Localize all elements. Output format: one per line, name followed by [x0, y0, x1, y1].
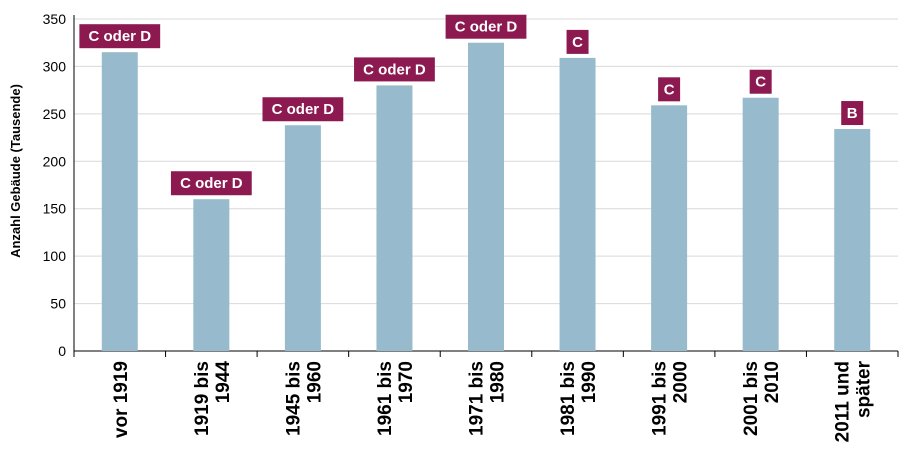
bar — [834, 129, 871, 351]
badge — [841, 101, 864, 126]
x-tick-label-line: 1960 — [304, 361, 325, 403]
badge-label: C oder D — [180, 175, 243, 192]
y-tick-label: 350 — [43, 11, 67, 27]
bar — [651, 105, 688, 351]
badge-label: C — [755, 74, 766, 91]
badge — [566, 29, 589, 54]
x-tick-label-line: 1961 bis — [375, 361, 396, 436]
x-tick-label: 2011 undspäter — [833, 360, 875, 442]
x-tick-label-line: 1919 bis — [192, 361, 213, 436]
y-tick-label: 50 — [50, 296, 66, 312]
y-tick-label: 300 — [43, 58, 67, 74]
bar — [742, 97, 779, 351]
badge-label: B — [847, 105, 858, 122]
x-tick-label-line: 1970 — [396, 361, 417, 403]
x-tick-label: 1991 bis2000 — [650, 361, 692, 436]
y-tick-label: 0 — [58, 343, 66, 359]
badge-label: C oder D — [272, 101, 335, 118]
badge-label: C oder D — [363, 61, 426, 78]
badge — [749, 69, 772, 94]
y-tick-label: 200 — [43, 153, 67, 169]
bar — [284, 125, 321, 352]
x-tick-label-line: 1981 bis — [558, 361, 579, 436]
bar — [468, 42, 504, 351]
badge — [658, 77, 681, 102]
x-tick-label-line: 2001 bis — [741, 361, 762, 436]
badge-label: C oder D — [455, 19, 518, 36]
x-tick-label-line: 1991 bis — [650, 361, 671, 436]
x-tick-label-line: 2000 — [671, 361, 692, 403]
x-tick-label-line: vor 1919 — [111, 361, 132, 438]
y-tick-label: 150 — [43, 201, 67, 217]
y-tick-label: 250 — [43, 106, 67, 122]
x-tick-label: 1945 bis1960 — [283, 361, 325, 436]
x-tick-label: 1981 bis1990 — [558, 361, 600, 436]
bar — [559, 57, 596, 352]
y-tick-label: 100 — [43, 248, 67, 264]
badge — [170, 171, 252, 196]
badge-label: C — [664, 81, 675, 98]
x-tick-label-line: 2010 — [762, 361, 783, 403]
x-tick-label-line: 1980 — [488, 361, 509, 403]
x-tick-label: 1919 bis1944 — [192, 361, 234, 436]
bar — [101, 52, 138, 351]
y-axis-label: Anzahl Gebäude (Tausende) — [8, 84, 23, 258]
x-tick-label: vor 1919 — [111, 361, 132, 438]
badge — [262, 97, 344, 122]
x-tick-label-line: 1944 — [213, 361, 234, 404]
x-tick-label-line: 1971 bis — [467, 361, 488, 436]
x-tick-label-line: 1945 bis — [283, 361, 304, 436]
x-tick-label-line: später — [854, 360, 875, 418]
bar — [193, 199, 230, 351]
badge — [79, 24, 161, 49]
badge — [354, 57, 435, 82]
bar — [376, 85, 413, 352]
x-tick-label: 2001 bis2010 — [741, 361, 783, 436]
x-tick-label-line: 1990 — [579, 361, 600, 403]
badge-label: C — [572, 34, 583, 51]
badge-label: C oder D — [89, 28, 152, 45]
x-tick-label: 1961 bis1970 — [375, 361, 417, 436]
x-tick-label-line: 2011 und — [833, 361, 854, 442]
badge — [445, 14, 527, 39]
x-tick-label: 1971 bis1980 — [467, 361, 509, 436]
